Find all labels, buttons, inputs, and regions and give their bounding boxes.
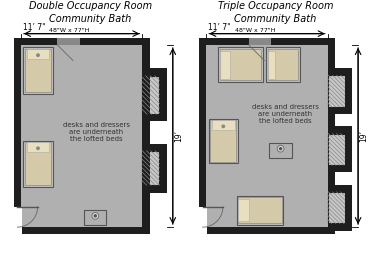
Bar xyxy=(220,49,262,80)
Bar xyxy=(209,119,238,163)
Bar xyxy=(142,144,167,151)
Bar xyxy=(14,227,150,234)
Circle shape xyxy=(222,125,225,128)
Text: 19’: 19’ xyxy=(174,130,183,142)
Title: Triple Occupancy Room
Community Bath: Triple Occupancy Room Community Bath xyxy=(218,1,333,24)
Bar xyxy=(328,134,345,165)
Bar xyxy=(27,49,49,59)
Bar xyxy=(218,47,263,82)
Bar xyxy=(328,192,345,224)
Bar xyxy=(328,75,345,107)
Bar xyxy=(199,38,335,45)
Bar xyxy=(199,227,335,234)
Text: 11’ 7": 11’ 7" xyxy=(208,23,231,32)
Circle shape xyxy=(37,147,39,149)
Bar xyxy=(142,114,167,122)
Bar xyxy=(328,45,335,75)
Circle shape xyxy=(280,148,282,150)
Text: 48"W x 77"H: 48"W x 77"H xyxy=(49,28,90,33)
Title: Double Occupancy Room
Community Bath: Double Occupancy Room Community Bath xyxy=(29,1,152,24)
Bar xyxy=(268,51,275,79)
Bar xyxy=(142,76,150,114)
Bar xyxy=(328,185,352,192)
Bar xyxy=(328,134,345,165)
Bar xyxy=(328,68,352,75)
Circle shape xyxy=(37,54,39,56)
Circle shape xyxy=(277,145,284,152)
Bar xyxy=(142,45,150,76)
Bar xyxy=(25,49,51,92)
Bar xyxy=(23,140,52,187)
Bar xyxy=(14,207,21,234)
Bar xyxy=(14,38,150,45)
Bar xyxy=(142,185,150,234)
Bar xyxy=(84,210,106,225)
Circle shape xyxy=(94,215,96,217)
Bar xyxy=(328,126,352,134)
Bar xyxy=(269,143,292,158)
Bar xyxy=(345,68,352,114)
Bar xyxy=(142,114,150,151)
Bar xyxy=(237,196,283,225)
Bar xyxy=(249,38,271,45)
Bar xyxy=(266,47,299,82)
Bar xyxy=(142,151,160,185)
Bar xyxy=(210,120,236,162)
Text: desks and dressers
are underneath
the lofted beds: desks and dressers are underneath the lo… xyxy=(252,104,319,124)
Bar xyxy=(25,142,51,185)
Bar xyxy=(160,68,167,122)
Circle shape xyxy=(92,213,99,219)
Bar xyxy=(328,165,352,173)
Bar xyxy=(328,75,345,107)
Bar xyxy=(345,185,352,231)
Bar xyxy=(142,76,160,114)
Text: desks and dressers
are underneath
the lofted beds: desks and dressers are underneath the lo… xyxy=(63,122,130,142)
Bar xyxy=(268,49,298,80)
Bar xyxy=(14,207,22,234)
Bar xyxy=(27,142,49,152)
Bar xyxy=(142,151,160,185)
Bar xyxy=(220,51,230,79)
Bar xyxy=(328,224,335,234)
Bar xyxy=(328,107,335,134)
Bar xyxy=(238,199,248,221)
Bar xyxy=(328,224,352,231)
Bar xyxy=(199,38,206,234)
Bar xyxy=(328,192,345,224)
Bar xyxy=(23,47,52,94)
Bar xyxy=(199,207,207,234)
Bar xyxy=(160,144,167,193)
Bar xyxy=(142,185,167,193)
Text: 48"W x 77"H: 48"W x 77"H xyxy=(235,28,275,33)
Bar xyxy=(328,107,352,114)
Bar xyxy=(328,165,335,192)
Bar xyxy=(142,151,150,185)
Bar xyxy=(142,68,167,76)
Bar xyxy=(238,197,282,223)
Bar xyxy=(206,45,328,227)
Bar xyxy=(345,126,352,173)
Text: 11’ 7": 11’ 7" xyxy=(23,23,46,32)
Text: 19’: 19’ xyxy=(359,130,368,142)
Bar xyxy=(57,38,80,45)
Bar xyxy=(142,76,160,114)
Bar xyxy=(21,45,142,227)
Bar xyxy=(212,120,235,130)
Bar xyxy=(14,38,21,234)
